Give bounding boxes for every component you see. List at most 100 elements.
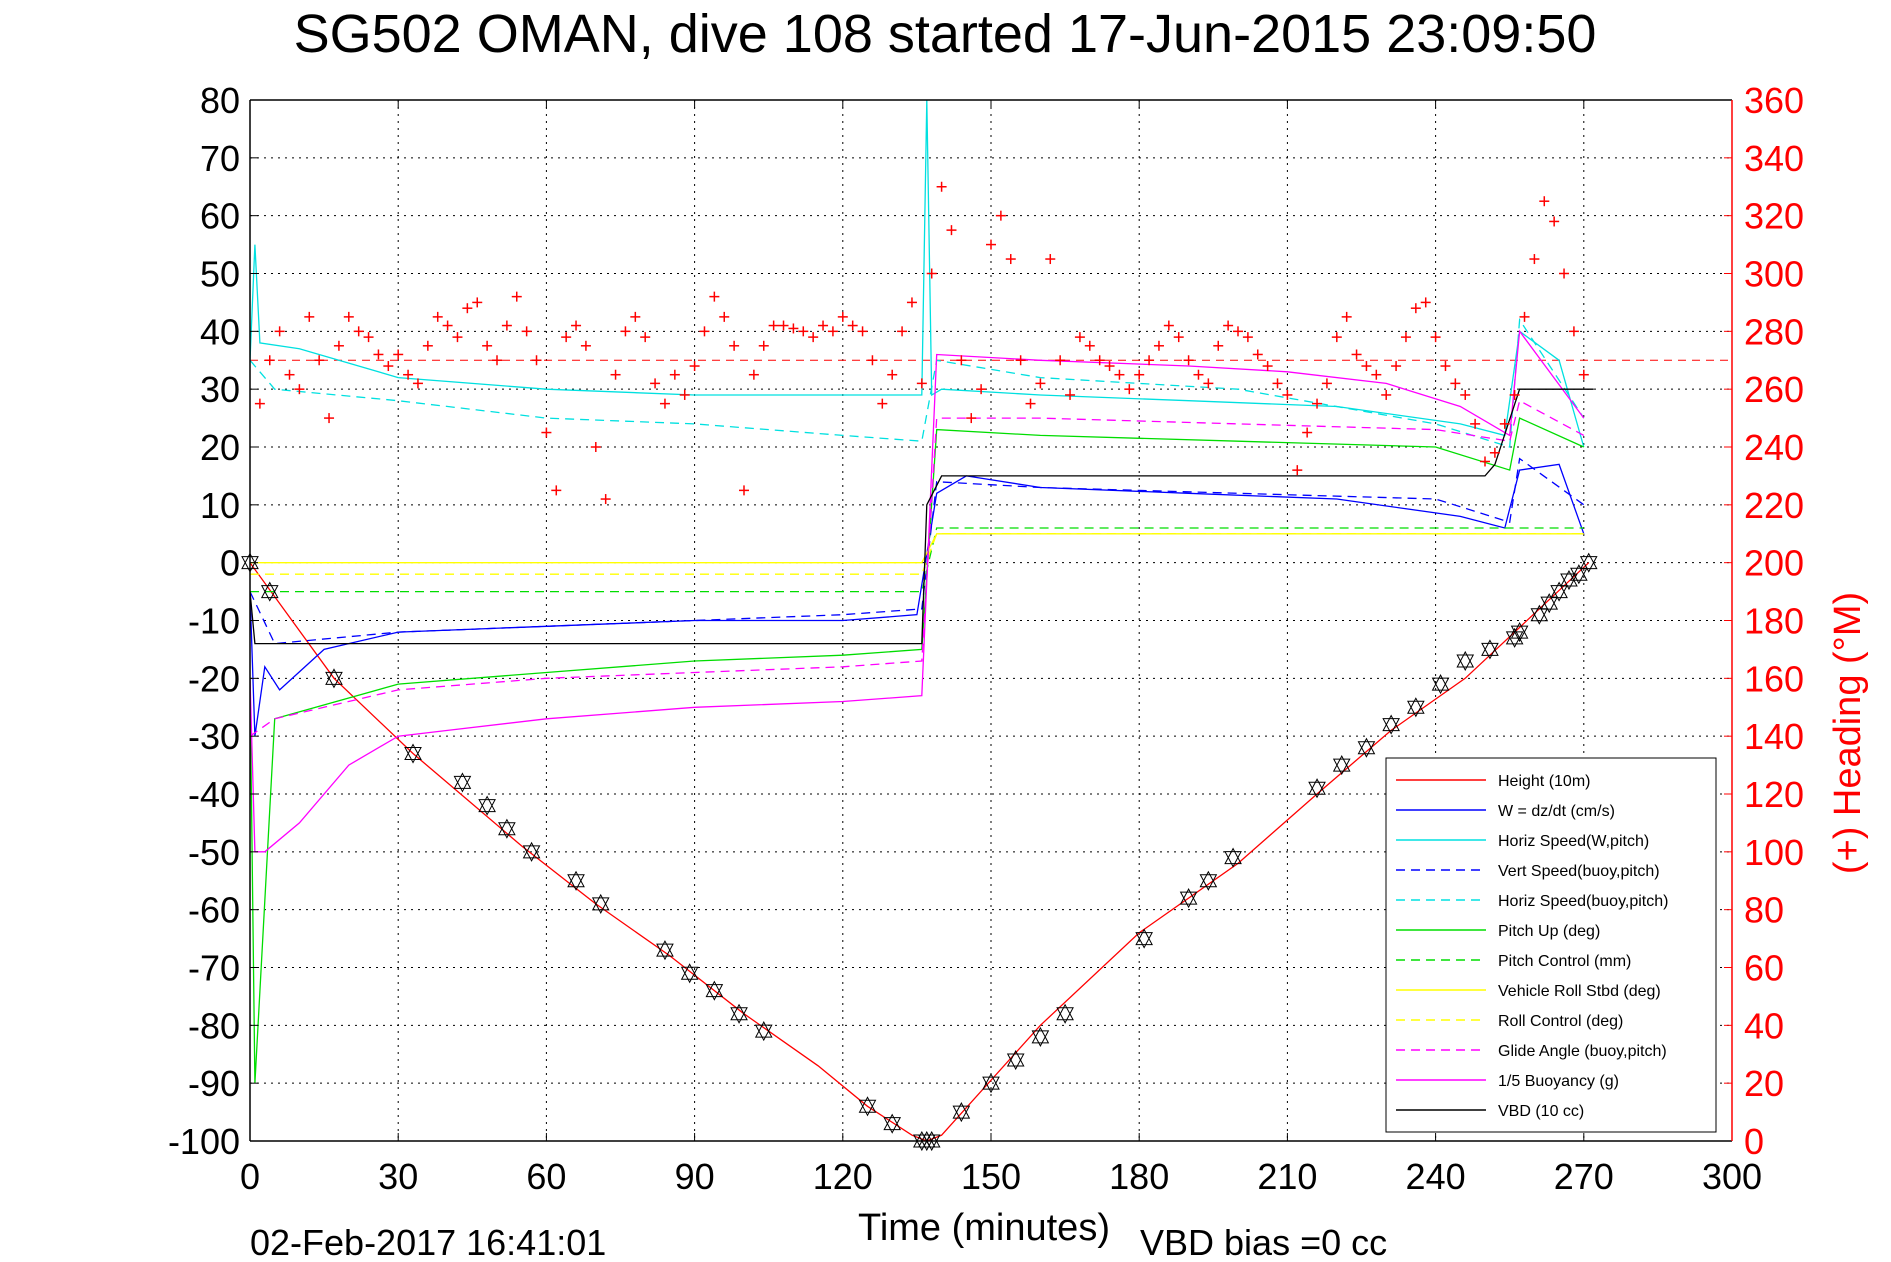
heading-point [1134,369,1145,380]
height-marker-down [1570,567,1588,585]
y-tick-label: 50 [200,254,240,295]
height-marker-up [1540,593,1559,610]
y-right-tick-label: 60 [1744,948,1784,989]
y-right-tick-label: 40 [1744,1005,1784,1046]
y-tick-label: 10 [200,485,240,526]
heading-point [916,378,927,389]
y-right-tick-label: 220 [1744,485,1804,526]
footer-date: 02-Feb-2017 16:41:01 [250,1222,606,1262]
y-right-tick-label: 0 [1744,1121,1764,1162]
heading-point [966,413,977,424]
height-marker-up [325,668,343,685]
legend-label: 1/5 Buoyancy (g) [1498,1073,1619,1090]
y-right-tick-label: 200 [1744,543,1804,584]
height-marker-down [656,943,674,961]
x-tick-label: 0 [240,1156,260,1197]
height-marker-up [260,581,279,599]
heading-point [936,181,947,192]
y-right-tick-label: 20 [1744,1063,1784,1104]
height-marker-up [1179,888,1198,905]
height-marker-up [1456,650,1475,668]
heading-point [580,340,591,351]
heading-point [492,355,502,366]
heading-point [926,268,937,279]
heading-point [531,355,542,366]
height-marker [1530,604,1549,625]
x-tick-label: 150 [961,1156,1021,1197]
height-marker-down [982,1076,1000,1094]
height-marker [982,1073,1000,1094]
height-marker-up [1481,639,1499,656]
heading-point [1568,326,1579,337]
height-marker-down [498,822,516,839]
height-marker-up [1031,1026,1050,1044]
y-tick-label: 0 [220,543,240,584]
height-marker [754,1021,773,1042]
heading-point [254,398,265,409]
height-marker [591,893,610,914]
height-marker-down [1135,932,1153,949]
height-marker [1510,622,1529,643]
heading-point [827,326,838,337]
height-marker-up [1056,1003,1074,1021]
height-marker-up [952,1102,971,1119]
heading-point [511,291,522,302]
heading-point [699,326,710,337]
series-line-4 [250,317,1585,448]
height-marker [1431,674,1450,695]
y-tick-label: -100 [168,1121,240,1162]
height-marker-down [680,966,699,984]
heading-point [729,340,740,351]
heading-point [877,398,888,409]
y-axis-right-label: (+) Heading (°M) [1827,592,1869,874]
heading-point [571,320,582,331]
y-right-tick-label: 120 [1744,774,1804,815]
heading-point [1242,332,1253,343]
heading-point [1331,332,1342,343]
height-marker-down [1006,1053,1025,1071]
height-marker [498,818,516,839]
height-marker [1560,569,1578,591]
heading-point [1183,355,1194,366]
heading-point [669,369,680,380]
height-marker-up [730,1003,748,1021]
heading-point [1114,369,1125,380]
heading-point [620,326,631,337]
height-marker-up [1382,714,1400,732]
height-marker-up [522,841,541,859]
series-lines [250,100,1732,1141]
height-marker-down [1308,781,1326,799]
y-tick-label: 60 [200,196,240,237]
heading-point [1430,332,1441,343]
y-tick-label: 80 [200,80,240,121]
height-marker-up [858,1096,877,1113]
height-markers [241,552,1598,1152]
heading-point [1074,332,1085,343]
heading-point [1391,361,1402,372]
height-marker [260,581,279,602]
heading-point [1529,254,1540,265]
heading-point [1312,398,1323,409]
y-right-tick-label: 240 [1744,427,1804,468]
height-marker [1481,639,1499,660]
heading-point [857,326,868,337]
height-marker [858,1096,877,1117]
y-tick-label: -60 [188,890,240,931]
height-marker-down [1579,556,1598,573]
heading-point [659,398,670,409]
heading-point [600,494,611,505]
heading-point [551,485,562,496]
height-marker-down [1407,700,1425,718]
series-line-10 [250,329,1585,853]
y-right-tick-label: 340 [1744,138,1804,179]
heading-point [709,291,720,302]
y-right-tick-label: 360 [1744,80,1804,121]
height-marker-down [1224,851,1242,868]
legend-label: VBD (10 cc) [1498,1103,1584,1120]
height-marker-up [1224,847,1242,865]
heading-point [788,323,799,334]
heading-point [1173,332,1184,343]
heading-point [1450,378,1461,389]
heading-point [758,340,769,351]
heading-point [1065,389,1076,400]
